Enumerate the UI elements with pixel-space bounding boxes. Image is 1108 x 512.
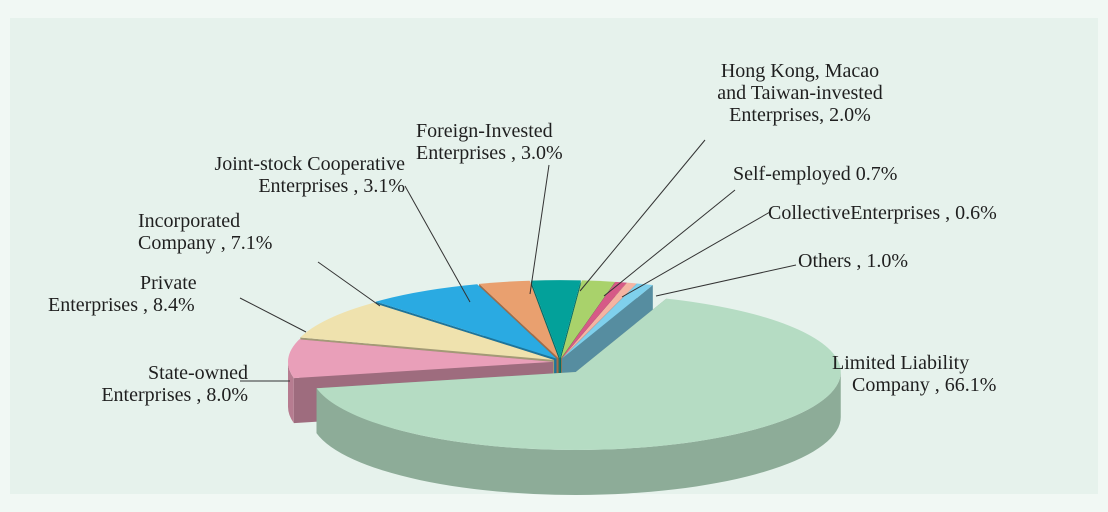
category-label: Incorporated Company ,	[138, 210, 241, 254]
category-line: Company ,	[852, 374, 940, 396]
slice-top	[561, 281, 627, 359]
value-label: 66.1%	[944, 374, 997, 396]
slice-label: State-owned Enterprises , 8.0%	[40, 362, 248, 406]
slice-top	[288, 339, 554, 379]
category-label: Self-employed	[733, 163, 851, 185]
slice-top	[560, 280, 615, 359]
category-label: Limited Liability Company ,	[832, 352, 969, 396]
value-label: 3.1%	[363, 175, 405, 197]
slice-label: Joint-stock Cooperative Enterprises , 3.1…	[120, 153, 405, 197]
value-label: 0.7%	[855, 163, 898, 185]
leader-line	[239, 297, 307, 333]
slice-label: CollectiveEnterprises , 0.6%	[768, 202, 997, 224]
value-label: 8.0%	[206, 384, 248, 406]
slice-top	[316, 298, 841, 450]
leader-line	[529, 164, 550, 295]
leader-line	[655, 264, 797, 297]
leader-line	[317, 261, 381, 307]
category-line: Private	[140, 272, 197, 294]
slice-top	[479, 280, 559, 359]
slice-label: Incorporated Company , 7.1%	[138, 210, 272, 254]
slice-top	[300, 302, 555, 360]
slice	[316, 298, 841, 495]
slice-label: Limited Liability Company , 66.1%	[832, 352, 996, 396]
slice-top	[375, 284, 557, 359]
slice-top	[561, 282, 637, 359]
leader-line	[579, 139, 706, 292]
category-label: Hong Kong, Macao and Taiwan-invested Ent…	[717, 60, 883, 126]
value-label: 0.6%	[955, 202, 997, 224]
leader-line	[603, 189, 736, 297]
slice-label: Self-employed 0.7%	[733, 163, 897, 185]
leader-line	[404, 185, 471, 303]
slice-top	[530, 280, 581, 359]
category-label: CollectiveEnterprises ,	[768, 202, 951, 224]
value-label: 8.4%	[152, 294, 195, 316]
category-label: Private Enterprises ,	[48, 272, 197, 316]
slice-label: Others , 1.0%	[798, 250, 908, 272]
leader-line	[621, 211, 771, 298]
value-label: 1.0%	[866, 250, 908, 272]
category-line: Enterprises ,	[48, 294, 148, 316]
category-label: Foreign-Invested Enterprises ,	[416, 120, 553, 164]
value-label: 2.0%	[829, 104, 871, 126]
slice-top	[562, 283, 653, 359]
slice-outer-wall	[316, 371, 841, 495]
slice-label: Private Enterprises , 8.4%	[48, 272, 197, 316]
category-line: Limited Liability	[832, 352, 970, 374]
slice-label: Hong Kong, Macao and Taiwan-invested Ent…	[660, 60, 940, 126]
value-label: 7.1%	[230, 232, 273, 254]
category-label: Others ,	[798, 250, 862, 272]
category-label: State-owned Enterprises ,	[101, 362, 248, 406]
category-label: Joint-stock Cooperative Enterprises ,	[214, 153, 405, 197]
slice-outer-wall	[288, 361, 294, 424]
slice-label: Foreign-Invested Enterprises , 3.0%	[416, 120, 563, 164]
value-label: 3.0%	[520, 142, 563, 164]
